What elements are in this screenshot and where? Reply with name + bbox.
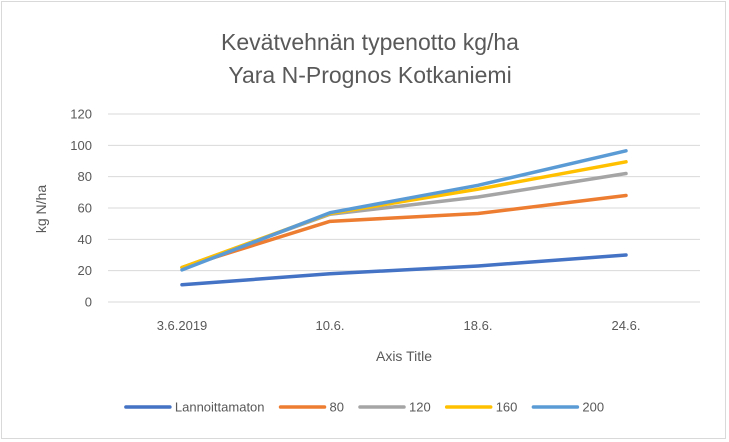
x-axis-title: Axis Title (376, 348, 432, 364)
y-tick-label: 80 (78, 169, 92, 184)
legend-label-120: 120 (409, 400, 431, 415)
x-tick-label: 24.6. (612, 318, 641, 333)
y-tick-label: 0 (85, 295, 92, 310)
x-axis-ticks: 3.6.2019 10.6. 18.6. 24.6. (157, 318, 641, 333)
series-line-200 (180, 149, 628, 272)
y-tick-label: 20 (78, 263, 92, 278)
x-tick-label: 18.6. (464, 318, 493, 333)
x-tick-label: 3.6.2019 (157, 318, 208, 333)
y-axis-title: kg N/ha (33, 185, 49, 233)
legend-label-lannoittamaton: Lannoittamaton (175, 400, 265, 415)
series-line-120 (180, 171, 628, 270)
y-tick-label: 100 (70, 138, 92, 153)
series-line-80 (180, 193, 628, 270)
chart-title-line-2: Yara N-Prognos Kotkaniemi (228, 62, 511, 88)
y-tick-label: 40 (78, 232, 92, 247)
legend-label-200: 200 (582, 400, 604, 415)
legend-label-80: 80 (330, 400, 344, 415)
x-tick-label: 10.6. (316, 318, 345, 333)
y-tick-label: 120 (70, 107, 92, 122)
series-line-lannoittamaton (180, 253, 628, 287)
chart-title-line-1: Kevätvehnän typenotto kg/ha (221, 29, 519, 55)
y-tick-label: 60 (78, 201, 92, 216)
series-lines (180, 149, 628, 287)
gridlines (108, 113, 700, 303)
y-axis-ticks: 0 20 40 60 80 100 120 (70, 107, 92, 310)
series-line-160 (180, 160, 628, 270)
legend: Lannoittamaton 80 120 160 200 (124, 400, 604, 415)
legend-label-160: 160 (496, 400, 518, 415)
